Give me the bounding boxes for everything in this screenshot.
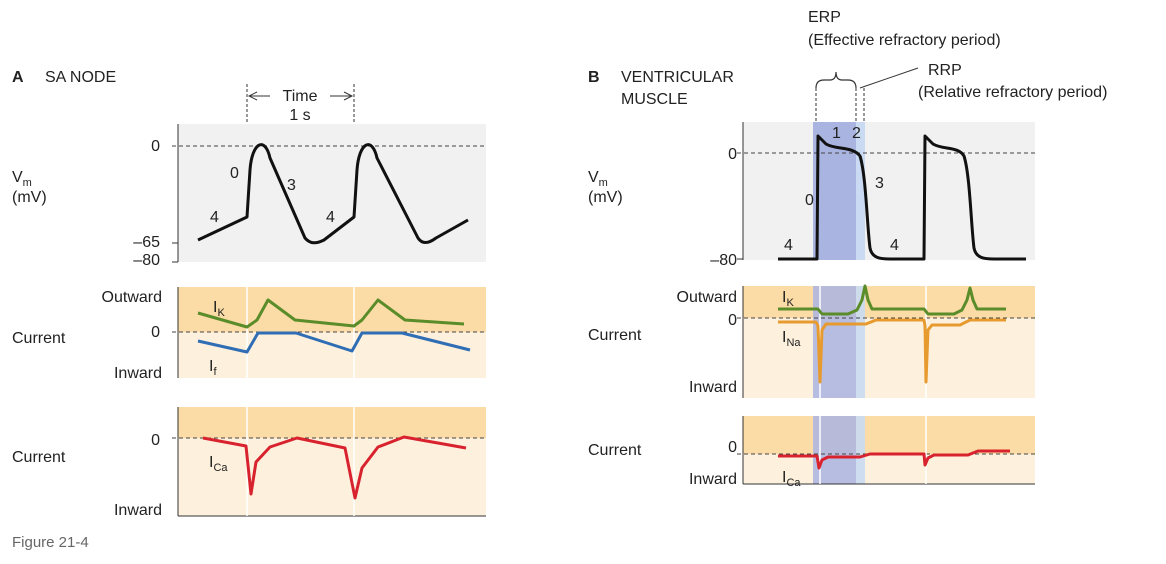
sa-current-k-f-plot: Outward 0 Inward Current IK If <box>12 287 486 382</box>
sa-if-trace <box>197 331 471 354</box>
ventricle-action-potential-trace <box>778 134 1026 261</box>
vent-phase-3: 3 <box>875 175 884 192</box>
sa-vm-axis-unit: (mV) <box>12 189 47 206</box>
sa-current-zero: 0 <box>151 324 160 341</box>
ventricle-current-ca-plot: 0 Inward Current ICa <box>588 416 1035 489</box>
vent-current-axis-label: Current <box>588 327 642 344</box>
panel-b-letter: B <box>588 69 600 86</box>
sa-ca-inward-label: Inward <box>114 502 162 519</box>
sa-ca-axis-label: Current <box>12 449 66 466</box>
sa-current-ca-plot: 0 Inward Current ICa <box>12 407 486 519</box>
time-marker: Time 1 s <box>246 84 355 150</box>
sa-vm-plot: 0 –65 –80 Vm (mV) 0 3 4 4 <box>12 124 486 269</box>
sa-ik-label: IK <box>213 299 225 319</box>
panel-b: B VENTRICULAR MUSCLE ERP (Effective refr… <box>588 9 1107 489</box>
refractory-period-annotations: ERP (Effective refractory period) RRP (R… <box>808 9 1107 122</box>
rrp-band <box>856 122 865 260</box>
sa-ca-zero: 0 <box>151 432 160 449</box>
vent-phase-0: 0 <box>805 192 814 209</box>
vent-vm-axis-unit: (mV) <box>588 189 623 206</box>
time-value: 1 s <box>289 107 310 124</box>
sa-vm-axis-label: Vm <box>12 169 32 189</box>
sa-ica-label: ICa <box>209 454 228 474</box>
vent-ca-axis-label: Current <box>588 442 642 459</box>
sa-if-label: If <box>209 358 217 378</box>
vent-vm-tick-80: –80 <box>710 252 737 269</box>
panel-a-title: SA NODE <box>45 69 116 86</box>
vent-current-zero: 0 <box>728 312 737 329</box>
sa-phase-3: 3 <box>287 177 296 194</box>
ventricle-current-k-na-plot: Outward 0 Inward Current IK INa <box>588 284 1035 398</box>
vent-phase-1: 1 <box>832 125 841 142</box>
erp-brace <box>815 71 857 89</box>
panel-a-letter: A <box>12 69 24 86</box>
vent-ca-zero: 0 <box>728 439 737 456</box>
sa-outward-label: Outward <box>102 289 162 306</box>
vent-phase-2: 2 <box>852 125 861 142</box>
sa-phase-4b: 4 <box>326 209 335 226</box>
sa-vm-tick-65: –65 <box>133 234 160 251</box>
ventricle-vm-plot: 0 –80 Vm (mV) 0 1 2 3 4 4 <box>588 122 1035 269</box>
sa-phase-4a: 4 <box>210 209 219 226</box>
sa-current-axis-label: Current <box>12 330 66 347</box>
sa-vm-tick-0: 0 <box>151 138 160 155</box>
panel-b-title-line1: VENTRICULAR <box>621 69 734 86</box>
sa-inward-label: Inward <box>114 365 162 382</box>
vent-ina-trace <box>778 318 1006 384</box>
vent-outward-label: Outward <box>677 289 737 306</box>
sa-ik-trace <box>197 298 465 329</box>
vent-vm-tick-0: 0 <box>728 146 737 163</box>
erp-band <box>813 122 856 260</box>
vent-ca-inward-label: Inward <box>689 471 737 488</box>
vent-ik-trace <box>778 284 1006 316</box>
figure-caption: Figure 21-4 <box>12 534 89 551</box>
vent-ik-label: IK <box>782 289 794 309</box>
rrp-abbr: RRP <box>928 62 962 79</box>
erp-abbr: ERP <box>808 9 841 26</box>
time-label: Time <box>283 88 318 105</box>
vent-ica-trace <box>778 449 1010 470</box>
sa-vm-tick-80: –80 <box>133 252 160 269</box>
sa-phase-0: 0 <box>230 165 239 182</box>
vent-ina-label: INa <box>782 329 801 349</box>
sa-action-potential-trace <box>197 143 469 245</box>
vent-ica-label: ICa <box>782 469 801 489</box>
vent-inward-label: Inward <box>689 379 737 396</box>
vent-vm-axis-label: Vm <box>588 169 608 189</box>
vent-phase-4a: 4 <box>784 237 793 254</box>
vent-phase-4b: 4 <box>890 237 899 254</box>
panel-a: A SA NODE Time 1 s 0 –65 –80 Vm (mV) <box>12 69 486 519</box>
sa-ica-trace <box>202 435 467 500</box>
panel-b-title-line2: MUSCLE <box>621 91 688 108</box>
erp-full: (Effective refractory period) <box>808 32 1001 49</box>
rrp-full: (Relative refractory period) <box>918 84 1107 101</box>
